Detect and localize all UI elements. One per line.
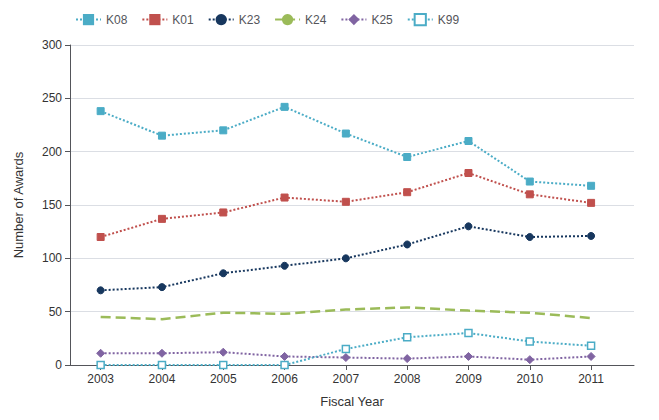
svg-text:0: 0 bbox=[55, 358, 62, 372]
svg-text:100: 100 bbox=[42, 251, 62, 265]
svg-text:2010: 2010 bbox=[516, 372, 543, 386]
svg-text:2006: 2006 bbox=[271, 372, 298, 386]
svg-text:K08: K08 bbox=[106, 13, 128, 27]
svg-text:2011: 2011 bbox=[578, 372, 604, 386]
svg-text:50: 50 bbox=[49, 305, 63, 319]
svg-text:K01: K01 bbox=[172, 13, 194, 27]
svg-text:2004: 2004 bbox=[149, 372, 176, 386]
svg-text:Number of Awards: Number of Awards bbox=[11, 151, 26, 258]
svg-text:K24: K24 bbox=[305, 13, 327, 27]
svg-text:250: 250 bbox=[42, 91, 62, 105]
svg-text:150: 150 bbox=[42, 198, 62, 212]
svg-text:200: 200 bbox=[42, 145, 62, 159]
svg-text:K25: K25 bbox=[371, 13, 393, 27]
svg-text:K99: K99 bbox=[438, 13, 460, 27]
svg-text:2009: 2009 bbox=[455, 372, 482, 386]
svg-text:2003: 2003 bbox=[87, 372, 114, 386]
svg-text:2005: 2005 bbox=[210, 372, 237, 386]
svg-text:2007: 2007 bbox=[333, 372, 360, 386]
svg-text:300: 300 bbox=[42, 38, 62, 52]
svg-text:Fiscal Year: Fiscal Year bbox=[320, 394, 384, 409]
svg-text:2008: 2008 bbox=[394, 372, 421, 386]
svg-text:K23: K23 bbox=[239, 13, 261, 27]
